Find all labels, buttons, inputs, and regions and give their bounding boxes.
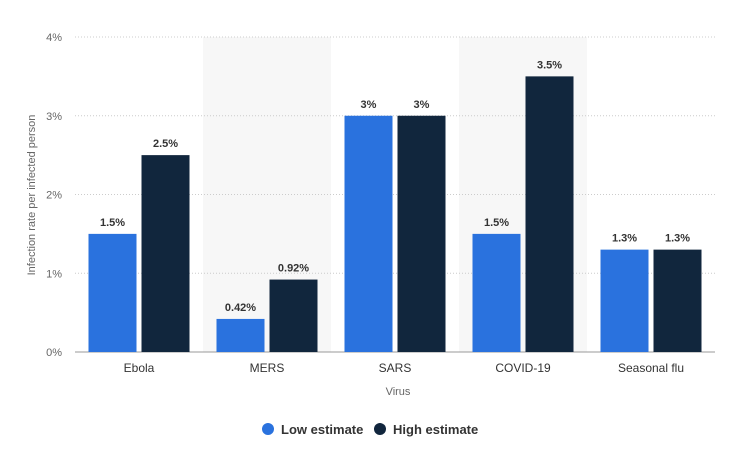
- x-axis-title: Virus: [386, 386, 411, 398]
- y-tick-label: 4%: [46, 32, 62, 44]
- data-label: 1.3%: [665, 233, 690, 245]
- x-category-label: COVID-19: [495, 361, 551, 375]
- bar-high-estimate[interactable]: [141, 155, 190, 352]
- legend-label: High estimate: [393, 422, 478, 437]
- data-label: 0.42%: [225, 302, 256, 314]
- x-category-label: MERS: [250, 361, 285, 375]
- bar-low-estimate[interactable]: [216, 318, 265, 352]
- data-label: 3%: [414, 99, 430, 111]
- y-axis-title: Infection rate per infected person: [26, 115, 38, 276]
- bar-low-estimate[interactable]: [88, 233, 137, 352]
- bar-high-estimate[interactable]: [653, 249, 702, 352]
- legend-marker-icon: [374, 423, 386, 435]
- data-label: 2.5%: [153, 138, 178, 150]
- x-category-label: SARS: [379, 361, 412, 375]
- data-label: 1.3%: [612, 233, 637, 245]
- legend-label: Low estimate: [281, 422, 363, 437]
- data-label: 1.5%: [484, 217, 509, 229]
- x-axis-categories: Ebola MERS SARS COVID-19 Seasonal flu: [124, 361, 684, 375]
- y-tick-label: 0%: [46, 347, 62, 359]
- bar-high-estimate[interactable]: [269, 279, 318, 352]
- bar-high-estimate[interactable]: [397, 115, 446, 352]
- data-label: 1.5%: [100, 217, 125, 229]
- x-category-label: Seasonal flu: [618, 361, 684, 375]
- legend-item-high-estimate[interactable]: High estimate: [374, 422, 478, 437]
- bar-high-estimate[interactable]: [525, 76, 574, 352]
- x-category-label: Ebola: [124, 361, 155, 375]
- data-labels: 1.5% 2.5% 0.42% 0.92% 3% 3% 1.5% 3.5% 1.3% 1.3%: [100, 59, 690, 314]
- bar-low-estimate[interactable]: [600, 249, 649, 352]
- data-label: 0.92%: [278, 263, 309, 275]
- legend: Low estimate High estimate: [262, 422, 478, 437]
- bar-low-estimate[interactable]: [344, 115, 393, 352]
- y-tick-label: 2%: [46, 190, 62, 202]
- y-axis-ticks: 0% 1% 2% 3% 4%: [46, 32, 62, 359]
- data-label: 3.5%: [537, 59, 562, 71]
- y-tick-label: 1%: [46, 268, 62, 280]
- legend-item-low-estimate[interactable]: Low estimate: [262, 422, 363, 437]
- data-label: 3%: [361, 99, 377, 111]
- bar-low-estimate[interactable]: [472, 233, 521, 352]
- legend-marker-icon: [262, 423, 274, 435]
- bars: [88, 76, 702, 352]
- y-tick-label: 3%: [46, 111, 62, 123]
